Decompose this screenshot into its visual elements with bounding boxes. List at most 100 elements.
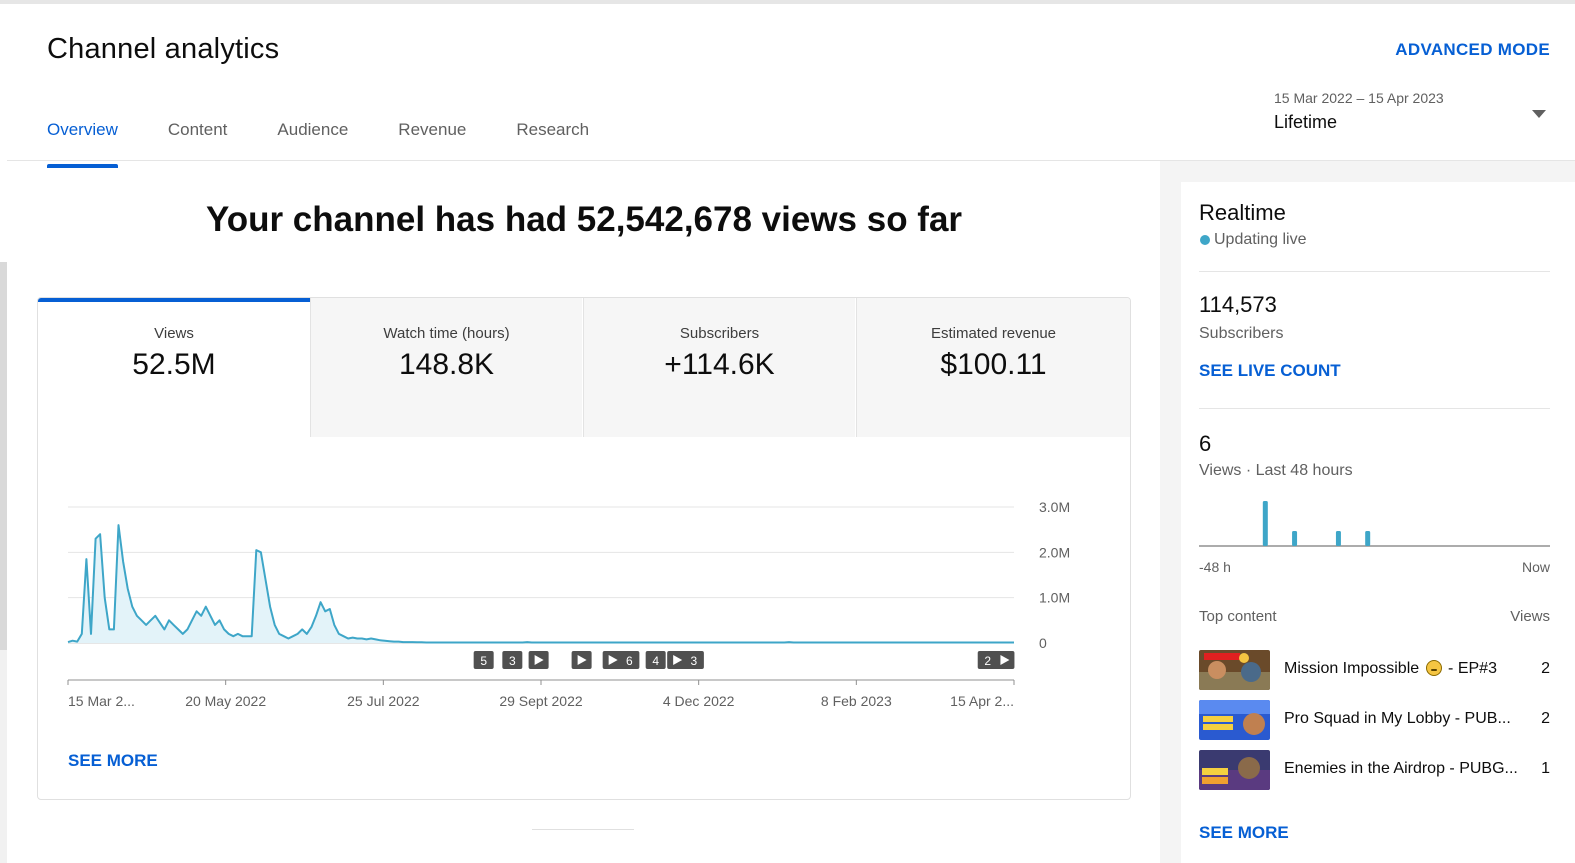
grimacing-face-icon — [1425, 660, 1442, 676]
video-published-marker[interactable] — [667, 651, 688, 669]
metric-tab-estimated-revenue[interactable]: Estimated revenue $100.11 — [856, 298, 1130, 437]
tab-research[interactable]: Research — [516, 120, 590, 139]
x-tick-label: 25 Jul 2022 — [347, 693, 420, 709]
videos-published-marker[interactable]: 4 — [645, 651, 666, 669]
play-icon — [608, 655, 618, 665]
selected-indicator — [38, 298, 310, 302]
marker-count: 5 — [480, 654, 487, 668]
marker-box — [473, 651, 494, 669]
live-status-label: Updating live — [1214, 231, 1307, 248]
marker-count: 6 — [626, 654, 633, 668]
mini-chart-start-label: -48 h — [1199, 559, 1231, 575]
play-icon — [673, 655, 683, 665]
mini-chart-end-label: Now — [1521, 559, 1550, 575]
top-content-views-heading: Views — [1510, 608, 1550, 625]
metric-tab-subscribers[interactable]: Subscribers +114.6K — [583, 298, 855, 437]
realtime-card — [1181, 182, 1575, 863]
date-preset-text: Lifetime — [1274, 112, 1338, 132]
divider — [1199, 408, 1550, 409]
views-48h-label: Views · Last 48 hours — [1199, 462, 1353, 479]
views-headline: Your channel has had 52,542,678 views so… — [205, 200, 963, 239]
metric-value: +114.6K — [664, 348, 775, 381]
left-edge — [0, 650, 7, 863]
x-tick-label: 20 May 2022 — [185, 693, 266, 709]
y-tick-label: 1.0M — [1039, 590, 1070, 606]
realtime-title: Realtime — [1199, 200, 1286, 225]
mini-chart-bar — [1292, 531, 1298, 546]
videos-published-marker[interactable]: 2 — [977, 651, 998, 669]
marker-box — [977, 651, 998, 669]
marker-box — [619, 651, 640, 669]
marker-count: 3 — [691, 654, 698, 668]
tab-audience[interactable]: Audience — [277, 120, 349, 139]
x-tick-label: 15 Mar 2... — [68, 693, 135, 709]
video-published-marker[interactable] — [602, 651, 623, 669]
left-scroll-edge — [0, 262, 7, 650]
y-tick-label: 3.0M — [1039, 499, 1070, 515]
metric-label: Views — [154, 325, 194, 342]
views-48h-count: 6 — [1199, 431, 1212, 456]
see-more-top-content-button[interactable]: SEE MORE — [1199, 823, 1289, 842]
metric-tab-views[interactable]: Views 52.5M — [38, 298, 310, 437]
mini-chart-bar — [1365, 531, 1371, 546]
divider — [532, 829, 634, 830]
subscriber-label: Subscribers — [1199, 325, 1284, 342]
x-tick-label: 15 Apr 2... — [950, 693, 1014, 709]
marker-count: 4 — [652, 654, 659, 668]
video-title: Mission Impossible - EP#3 — [1284, 660, 1497, 678]
live-status-dot-icon — [1200, 235, 1210, 245]
play-icon — [534, 655, 544, 665]
series-line — [67, 524, 1014, 644]
mini-chart-bar — [1262, 501, 1268, 546]
video-thumbnail — [1199, 750, 1270, 790]
top-content-item[interactable]: Pro Squad in My Lobby - PUB... 2 — [1199, 700, 1550, 740]
metric-label: Watch time (hours) — [383, 325, 510, 342]
metric-value: 52.5M — [132, 348, 216, 381]
divider — [1199, 271, 1550, 272]
marker-box — [502, 651, 523, 669]
x-tick-label: 4 Dec 2022 — [663, 693, 735, 709]
marker-count: 3 — [509, 654, 516, 668]
metric-tab-watch-time[interactable]: Watch time (hours) 148.8K — [310, 298, 582, 437]
tab-overview[interactable]: Overview — [47, 120, 118, 168]
tab-content[interactable]: Content — [167, 120, 228, 139]
video-published-marker[interactable] — [528, 651, 549, 669]
date-range-text: 15 Mar 2022 – 15 Apr 2023 — [1274, 90, 1444, 106]
top-content-item[interactable]: Mission Impossible - EP#3 2 — [1199, 650, 1550, 690]
top-border — [0, 0, 1575, 4]
y-tick-label: 0 — [1039, 635, 1047, 651]
top-content-heading: Top content — [1199, 608, 1277, 625]
metric-label: Subscribers — [679, 325, 760, 342]
marker-box — [683, 651, 704, 669]
video-published-marker[interactable] — [994, 651, 1015, 669]
series-area — [68, 525, 1014, 643]
x-tick-label: 8 Feb 2023 — [821, 693, 892, 709]
videos-published-marker[interactable]: 3 — [683, 651, 704, 669]
play-icon — [1000, 655, 1010, 665]
video-title: Enemies in the Airdrop - PUBG... — [1284, 760, 1518, 777]
see-live-count-button[interactable]: SEE LIVE COUNT — [1199, 361, 1341, 380]
videos-published-marker[interactable]: 6 — [619, 651, 640, 669]
y-tick-label: 2.0M — [1039, 544, 1070, 560]
chevron-down-icon — [1532, 110, 1546, 118]
video-thumbnail — [1199, 700, 1270, 740]
play-icon — [577, 655, 587, 665]
video-views: 1 — [1541, 760, 1550, 777]
videos-published-marker[interactable]: 5 — [473, 651, 494, 669]
video-views: 2 — [1541, 710, 1550, 727]
page-title: Channel analytics — [47, 33, 280, 65]
date-range-picker[interactable]: 15 Mar 2022 – 15 Apr 2023 Lifetime — [1274, 90, 1554, 140]
mini-chart-bar — [1335, 531, 1341, 546]
video-thumbnail — [1199, 650, 1270, 690]
metric-label: Estimated revenue — [930, 325, 1057, 342]
videos-published-marker[interactable]: 3 — [502, 651, 523, 669]
video-title: Pro Squad in My Lobby - PUB... — [1284, 710, 1511, 727]
views-chart: 3.0M 2.0M 1.0M 0 5 3 6 4 3 2 15 Mar 2... 20 May 202… — [67, 499, 1070, 709]
top-content-item[interactable]: Enemies in the Airdrop - PUBG... 1 — [1199, 750, 1550, 790]
overview-chart-card: Views 52.5M Watch time (hours) 148.8K Su… — [37, 297, 1131, 800]
tab-revenue[interactable]: Revenue — [398, 120, 467, 139]
video-published-marker[interactable] — [571, 651, 592, 669]
advanced-mode-link[interactable]: ADVANCED MODE — [1395, 40, 1550, 59]
see-more-button[interactable]: SEE MORE — [68, 751, 158, 770]
subscriber-count: 114,573 — [1199, 292, 1277, 317]
